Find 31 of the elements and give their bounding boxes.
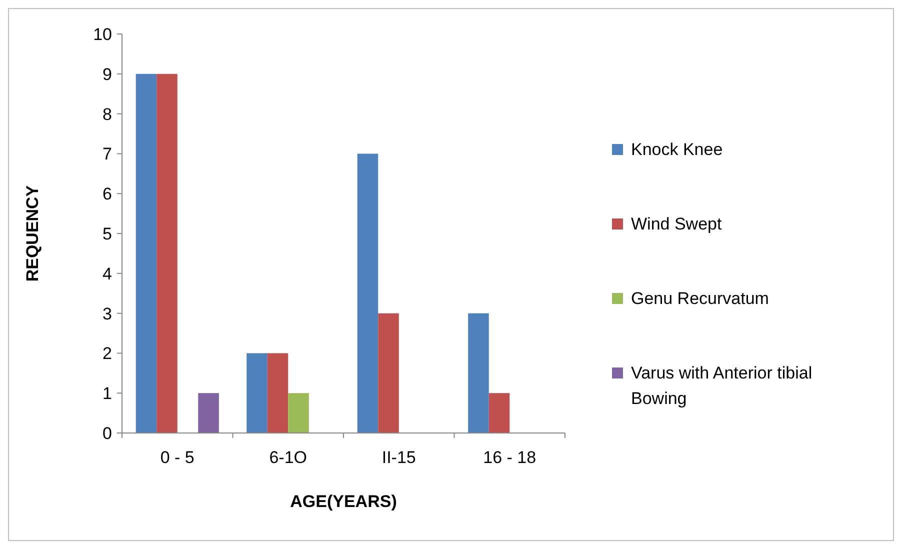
bar xyxy=(267,353,288,433)
y-tick-label: 6 xyxy=(102,184,112,204)
bar xyxy=(246,353,268,433)
y-tick-label: 1 xyxy=(102,384,112,404)
bar xyxy=(288,393,309,433)
y-tick-label: 7 xyxy=(102,144,112,164)
y-tick-label: 5 xyxy=(102,224,112,244)
y-tick-label: 4 xyxy=(102,264,112,284)
bar xyxy=(488,393,510,433)
legend-label: Knock Knee xyxy=(631,140,723,159)
x-tick-label: 0 - 5 xyxy=(160,448,194,467)
legend-label: Varus with Anterior tibial Bowing xyxy=(631,363,812,408)
y-tick-label: 2 xyxy=(102,344,112,364)
x-axis-title: AGE(YEARS) xyxy=(290,492,397,511)
legend-label: Wind Swept xyxy=(631,214,722,234)
y-tick-label: 3 xyxy=(102,304,112,324)
y-axis-title: REQUENCY xyxy=(23,184,42,282)
x-tick-label: 16 - 18 xyxy=(483,448,536,467)
y-tick-label: 9 xyxy=(102,64,112,84)
bar xyxy=(468,313,489,433)
bar xyxy=(156,74,178,433)
bar xyxy=(378,313,399,433)
y-tick-label: 0 xyxy=(102,424,112,443)
y-tick-label: 10 xyxy=(93,24,112,44)
bar xyxy=(357,154,378,433)
bar xyxy=(198,393,219,433)
x-tick-label: 6-1O xyxy=(269,448,308,467)
bar xyxy=(136,74,157,433)
x-tick-label: II-15 xyxy=(382,448,416,467)
legend-label: Genu Recurvatum xyxy=(631,288,769,308)
y-tick-label: 8 xyxy=(102,104,112,124)
